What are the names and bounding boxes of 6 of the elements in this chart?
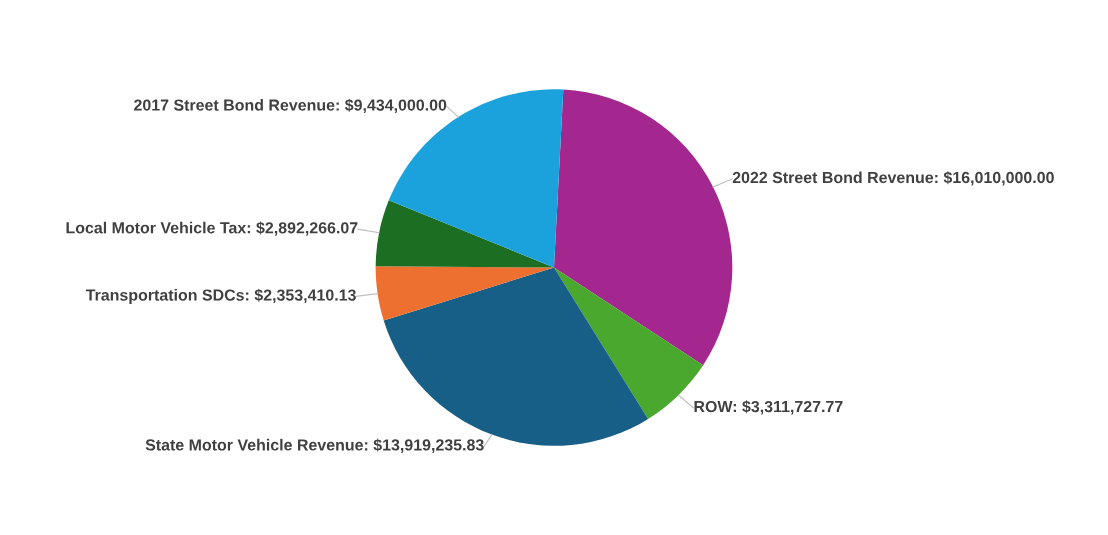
slice-label: 2017 Street Bond Revenue: $9,434,000.00 bbox=[134, 98, 447, 114]
slice-label: 2022 Street Bond Revenue: $16,010,000.00 bbox=[732, 171, 1054, 186]
slice-label: Transportation SDCs: $2,353,410.13 bbox=[85, 288, 356, 304]
slice-label: Local Motor Vehicle Tax: $2,892,266.07 bbox=[66, 221, 358, 236]
slice-label: ROW: $3,311,727.77 bbox=[694, 400, 843, 415]
slice-label: State Motor Vehicle Revenue: $13,919,235.83 bbox=[145, 438, 484, 453]
